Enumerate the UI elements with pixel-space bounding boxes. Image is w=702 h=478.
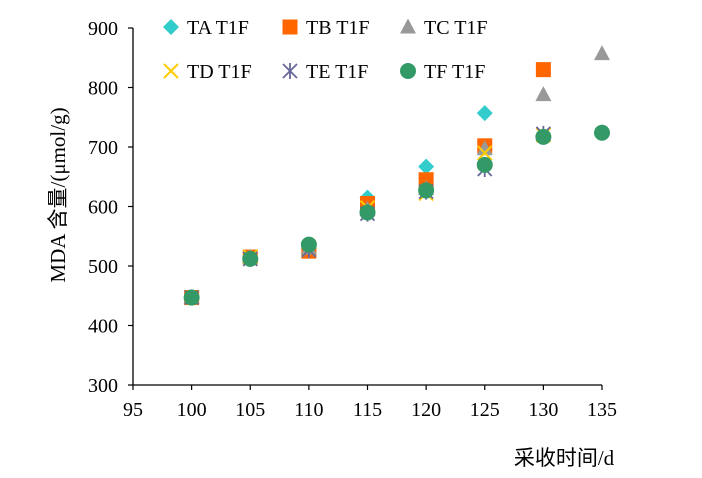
data-point	[242, 250, 259, 267]
data-point	[535, 86, 552, 102]
x-tick-label: 115	[353, 399, 382, 421]
y-tick-label: 800	[88, 78, 118, 100]
legend-marker	[282, 63, 298, 79]
legend-item: TA T1F	[163, 17, 249, 39]
series-1	[183, 105, 493, 306]
data-point	[594, 45, 610, 61]
data-point	[300, 236, 317, 253]
legend-item: TE T1F	[282, 61, 368, 83]
y-tick-label: 500	[88, 256, 118, 278]
series-6	[183, 124, 610, 306]
legend-item: TC T1F	[400, 17, 488, 39]
x-tick-label: 95	[123, 399, 143, 421]
legend-item: TB T1F	[282, 17, 370, 39]
axes	[128, 27, 603, 390]
legend-label: TC T1F	[424, 17, 488, 39]
data-point	[535, 128, 552, 145]
data-point	[594, 124, 610, 141]
legend-marker	[400, 63, 416, 79]
y-tick-label: 700	[88, 137, 118, 159]
legend-label: TF T1F	[424, 61, 485, 83]
y-tick-label: 900	[88, 18, 118, 40]
data-point	[476, 105, 493, 122]
y-tick-label: 600	[88, 197, 118, 219]
data-point	[359, 204, 376, 221]
series-2	[184, 62, 551, 306]
legend-label: TB T1F	[306, 17, 370, 39]
y-tick-label: 300	[88, 375, 118, 397]
x-tick-label: 125	[470, 399, 500, 421]
legend: TA T1F TB T1F TC T1F TD T1F TE T1F TF T1F	[163, 17, 488, 83]
x-tick-label: 105	[235, 399, 265, 421]
x-axis-label: 采收时间/d	[514, 446, 615, 470]
x-tick-label: 130	[528, 399, 558, 421]
x-tick-label: 100	[177, 399, 207, 421]
legend-label: TD T1F	[187, 61, 252, 83]
x-tick-label: 135	[587, 399, 617, 421]
legend-marker	[163, 63, 179, 79]
y-axis-label: MDA 含量/(μmol/g)	[46, 107, 70, 282]
legend-item: TF T1F	[400, 61, 485, 83]
tick-labels: 95 100 105 110 115 120 125 130 135 300 400 500 600 70…	[88, 18, 617, 421]
legend-marker	[282, 19, 298, 35]
legend-marker	[163, 19, 179, 35]
data-points	[183, 45, 610, 306]
legend-label: TE T1F	[306, 61, 368, 83]
data-point	[476, 156, 493, 173]
legend-marker	[400, 18, 416, 34]
legend-item: TD T1F	[163, 61, 252, 83]
legend-label: TA T1F	[187, 17, 249, 39]
data-point	[418, 182, 435, 199]
x-tick-label: 120	[411, 399, 441, 421]
x-tick-label: 110	[294, 399, 323, 421]
data-point	[418, 158, 435, 175]
data-point	[535, 62, 551, 78]
data-point	[476, 140, 493, 156]
data-point	[477, 145, 493, 161]
data-point	[183, 289, 200, 306]
y-tick-label: 400	[88, 316, 118, 338]
